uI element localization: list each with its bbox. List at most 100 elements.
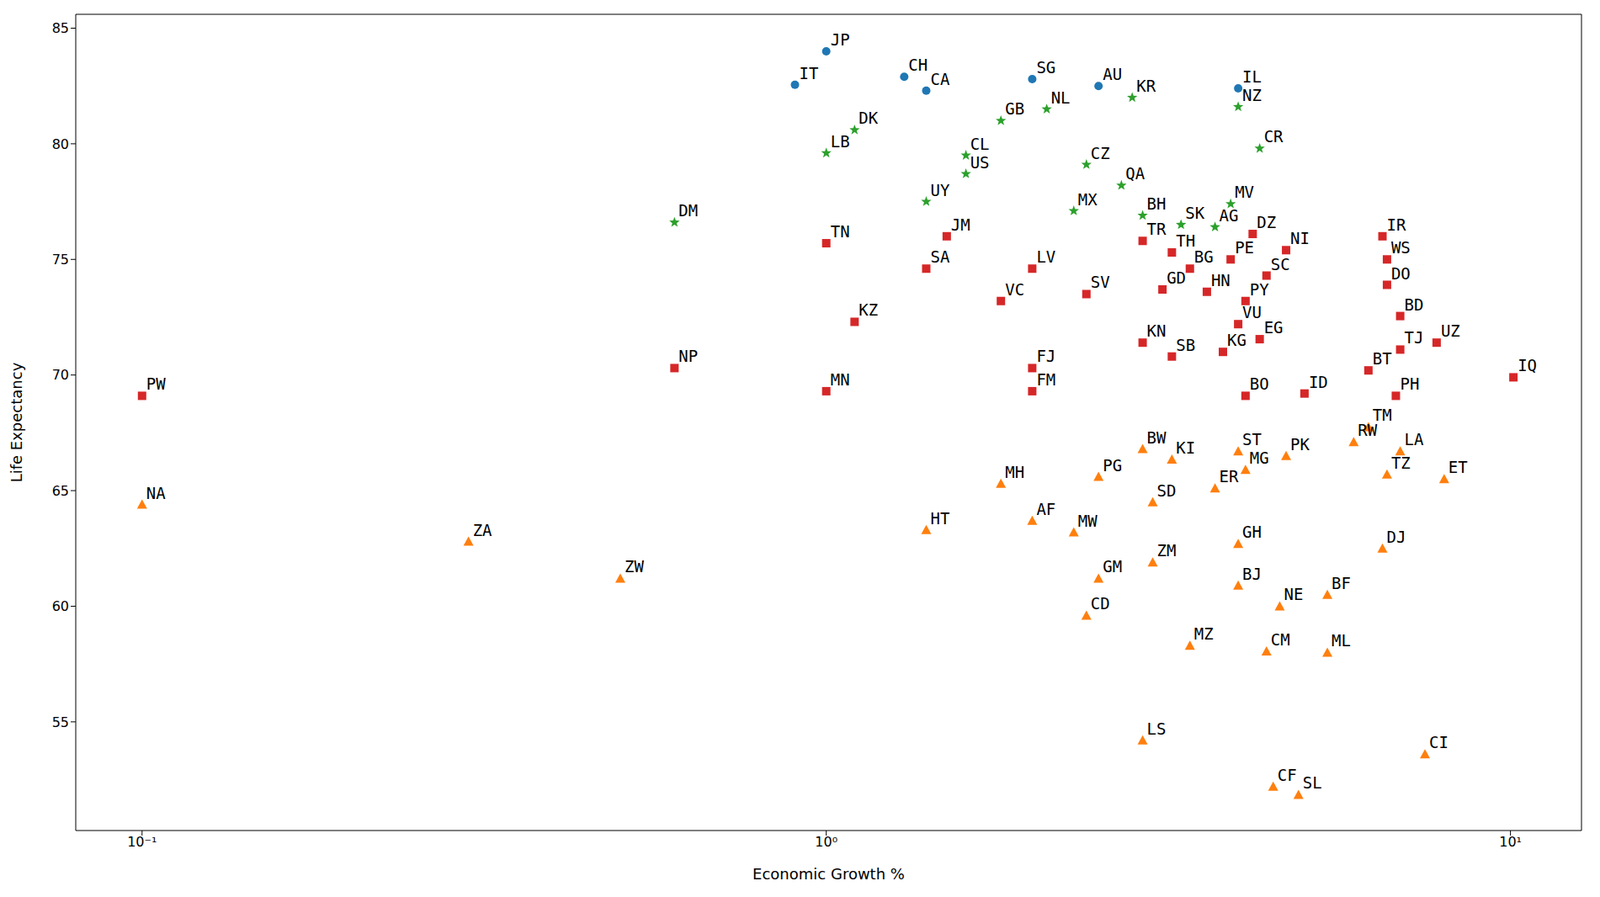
svg-text:IQ: IQ [1517, 356, 1537, 375]
svg-text:BO: BO [1249, 374, 1270, 394]
svg-text:CR: CR [1264, 127, 1284, 146]
svg-text:NA: NA [146, 483, 166, 503]
svg-text:FJ: FJ [1036, 346, 1056, 366]
svg-text:GB: GB [1004, 99, 1025, 118]
svg-text:SA: SA [930, 247, 950, 266]
svg-text:JM: JM [951, 215, 971, 234]
svg-text:NZ: NZ [1242, 85, 1262, 105]
svg-text:VC: VC [1004, 280, 1025, 299]
svg-text:ML: ML [1331, 631, 1351, 650]
svg-text:BT: BT [1372, 349, 1393, 368]
svg-text:PW: PW [146, 374, 166, 394]
svg-text:JP: JP [830, 30, 851, 49]
svg-text:MV: MV [1234, 182, 1255, 202]
svg-text:SG: SG [1036, 58, 1056, 77]
svg-text:TR: TR [1147, 219, 1167, 239]
svg-text:PY: PY [1249, 280, 1270, 299]
svg-text:CL: CL [970, 134, 990, 154]
svg-text:MH: MH [1004, 462, 1025, 482]
svg-text:CF: CF [1277, 765, 1298, 785]
svg-text:ST: ST [1242, 430, 1262, 449]
svg-text:DM: DM [678, 201, 698, 220]
svg-text:BG: BG [1194, 247, 1214, 266]
svg-text:70: 70 [52, 366, 70, 383]
svg-text:10⁰: 10⁰ [814, 834, 838, 851]
svg-text:GD: GD [1166, 268, 1186, 288]
svg-text:AU: AU [1102, 64, 1122, 84]
svg-text:UY: UY [930, 180, 950, 200]
svg-text:DO: DO [1391, 264, 1411, 283]
svg-text:CI: CI [1429, 733, 1449, 752]
svg-text:PG: PG [1102, 456, 1122, 475]
svg-text:Economic Growth %: Economic Growth % [752, 865, 905, 883]
svg-text:75: 75 [52, 251, 70, 268]
svg-text:DZ: DZ [1256, 212, 1276, 232]
svg-text:HT: HT [930, 509, 950, 528]
svg-text:HN: HN [1211, 271, 1231, 290]
svg-text:BJ: BJ [1242, 564, 1262, 584]
svg-text:60: 60 [52, 598, 70, 615]
svg-text:SV: SV [1090, 272, 1111, 292]
svg-text:ID: ID [1308, 372, 1329, 392]
svg-text:PK: PK [1290, 435, 1310, 454]
svg-text:MG: MG [1249, 448, 1270, 468]
svg-text:MZ: MZ [1194, 624, 1214, 644]
svg-text:WS: WS [1391, 238, 1411, 257]
svg-text:ZA: ZA [473, 520, 493, 540]
svg-text:LB: LB [830, 132, 851, 151]
svg-text:SD: SD [1157, 481, 1177, 500]
svg-text:TZ: TZ [1391, 453, 1411, 473]
svg-text:ER: ER [1219, 467, 1239, 486]
svg-text:55: 55 [52, 714, 70, 731]
svg-text:KI: KI [1175, 438, 1196, 458]
svg-text:NP: NP [678, 346, 698, 366]
svg-text:65: 65 [52, 483, 70, 500]
svg-text:10⁻¹: 10⁻¹ [127, 834, 157, 851]
svg-text:BF: BF [1331, 574, 1351, 593]
svg-text:Life Expectancy: Life Expectancy [7, 361, 26, 483]
svg-text:RW: RW [1357, 420, 1377, 440]
svg-text:10¹: 10¹ [1499, 834, 1522, 851]
svg-text:ZM: ZM [1157, 541, 1177, 560]
svg-text:TH: TH [1175, 231, 1196, 250]
svg-text:UZ: UZ [1440, 321, 1461, 341]
svg-text:LV: LV [1036, 247, 1056, 266]
svg-text:IL: IL [1242, 67, 1262, 86]
svg-text:FM: FM [1036, 370, 1056, 389]
svg-text:SK: SK [1185, 203, 1205, 223]
svg-text:PE: PE [1234, 238, 1255, 257]
svg-text:ZW: ZW [624, 557, 644, 576]
svg-text:CA: CA [930, 69, 950, 89]
svg-text:IR: IR [1387, 215, 1407, 234]
svg-text:AF: AF [1036, 499, 1056, 519]
svg-text:EG: EG [1264, 318, 1284, 337]
svg-text:DK: DK [858, 108, 878, 128]
svg-text:VU: VU [1242, 302, 1262, 322]
svg-text:ET: ET [1448, 457, 1468, 477]
svg-text:SC: SC [1270, 255, 1291, 274]
svg-text:MN: MN [830, 370, 851, 389]
svg-text:AG: AG [1219, 206, 1239, 225]
svg-text:KG: KG [1227, 330, 1247, 350]
svg-text:CZ: CZ [1090, 143, 1111, 163]
svg-text:CD: CD [1090, 594, 1111, 613]
svg-text:80: 80 [52, 136, 70, 153]
svg-text:85: 85 [52, 20, 70, 37]
svg-text:KR: KR [1136, 76, 1156, 96]
svg-text:QA: QA [1125, 164, 1145, 183]
svg-text:US: US [970, 153, 990, 172]
svg-text:DJ: DJ [1387, 527, 1407, 547]
svg-text:LA: LA [1404, 430, 1425, 449]
svg-text:KZ: KZ [858, 300, 878, 319]
svg-text:PH: PH [1399, 374, 1420, 394]
svg-text:NI: NI [1290, 228, 1310, 248]
svg-text:BD: BD [1404, 295, 1425, 314]
svg-text:CM: CM [1270, 630, 1291, 649]
svg-text:GM: GM [1102, 557, 1122, 576]
svg-text:LS: LS [1147, 719, 1167, 739]
svg-text:SB: SB [1175, 335, 1196, 355]
svg-text:KN: KN [1147, 321, 1167, 341]
svg-text:GH: GH [1242, 522, 1262, 542]
svg-text:TJ: TJ [1404, 328, 1425, 347]
svg-text:NL: NL [1051, 88, 1071, 107]
